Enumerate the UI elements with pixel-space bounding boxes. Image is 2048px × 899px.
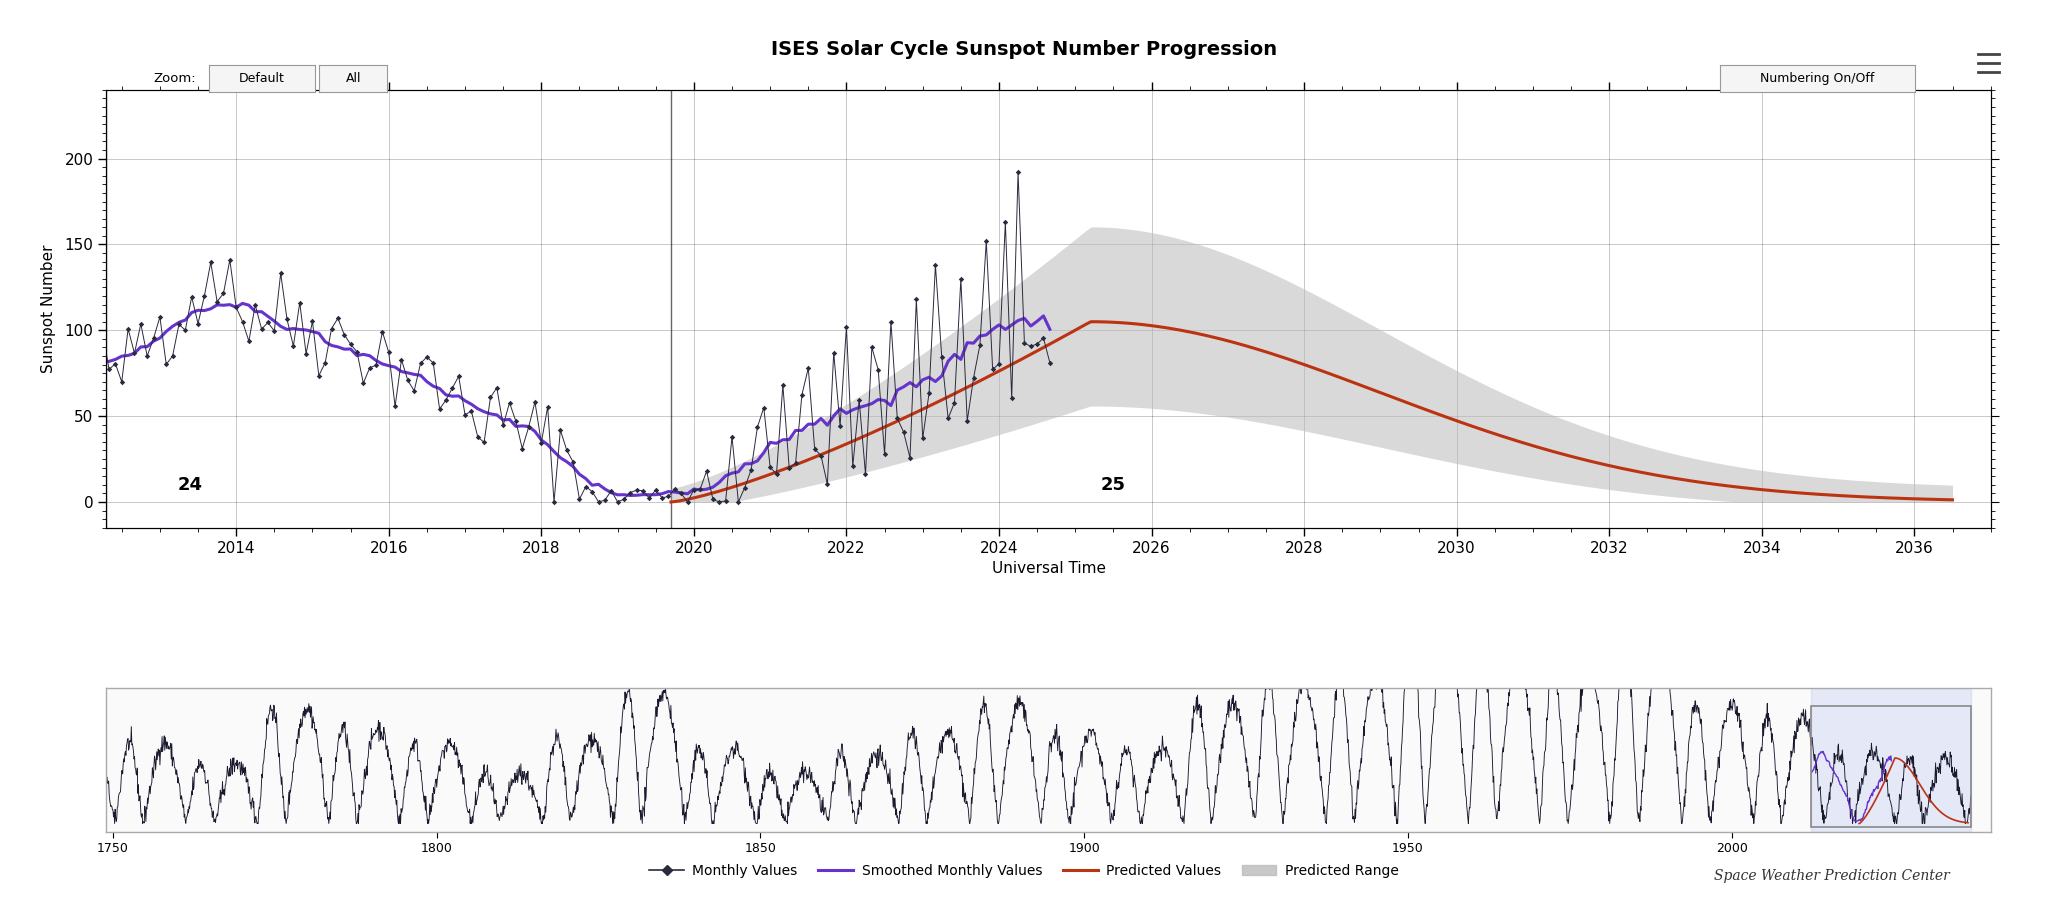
Text: ISES Solar Cycle Sunspot Number Progression: ISES Solar Cycle Sunspot Number Progress… <box>770 40 1278 59</box>
Text: Space Weather Prediction Center: Space Weather Prediction Center <box>1714 868 1950 883</box>
Text: Zoom:: Zoom: <box>154 72 197 85</box>
Bar <box>1810 688 1972 832</box>
Text: Default: Default <box>240 72 285 85</box>
Text: 25: 25 <box>1102 476 1126 494</box>
Text: 24: 24 <box>178 476 203 494</box>
Y-axis label: Sunspot Number: Sunspot Number <box>41 245 55 373</box>
Text: All: All <box>346 72 360 85</box>
Text: Numbering On/Off: Numbering On/Off <box>1761 72 1874 85</box>
Legend: Monthly Values, Smoothed Monthly Values, Predicted Values, Predicted Range: Monthly Values, Smoothed Monthly Values,… <box>643 858 1405 883</box>
X-axis label: Universal Time: Universal Time <box>991 562 1106 576</box>
Bar <box>1810 706 1972 826</box>
